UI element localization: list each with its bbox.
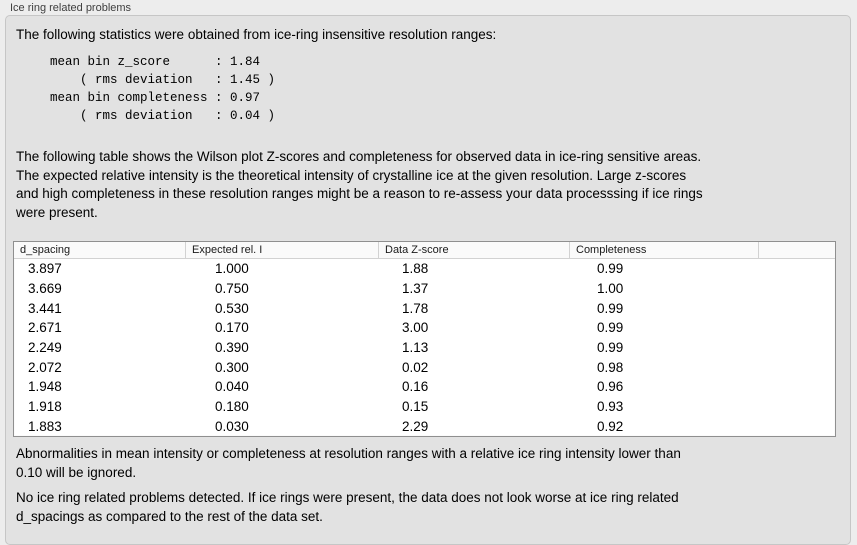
table-cell: 2.072 [28,359,62,375]
table-cell [758,417,835,437]
table-cell: 0.170 [215,320,249,336]
table-cell: 3.669 [28,281,62,297]
table-row[interactable]: 3.897 1.000 1.88 0.99 [14,259,835,279]
table-cell: 0.390 [215,340,249,356]
table-row[interactable]: 1.918 0.180 0.15 0.93 [14,397,835,417]
table-cell [758,397,835,417]
table-cell: 0.15 [402,399,429,415]
table-row[interactable]: 2.249 0.390 1.13 0.99 [14,338,835,358]
table-cell: 0.030 [215,418,249,434]
table-cell: 1.13 [402,340,429,356]
table-cell: 1.918 [28,399,62,415]
table-cell [758,377,835,397]
table-cell: 0.99 [597,300,624,316]
table-cell: 0.96 [597,379,624,395]
table-cell [758,279,835,299]
column-header-d-spacing[interactable]: d_spacing [14,242,185,259]
table-cell: 1.883 [28,418,62,434]
table-cell: 1.948 [28,379,62,395]
table-cell: 0.99 [597,261,624,277]
table-cell [758,298,835,318]
column-header-completeness[interactable]: Completeness [569,242,758,259]
table-row[interactable]: 3.441 0.530 1.78 0.99 [14,298,835,318]
table-cell [758,338,835,358]
table-cell: 0.98 [597,359,624,375]
table-cell: 0.02 [402,359,429,375]
table-cell: 1.00 [597,281,624,297]
table-row[interactable]: 2.072 0.300 0.02 0.98 [14,357,835,377]
table-cell: 2.671 [28,320,62,336]
description-text: The following table shows the Wilson plo… [16,149,703,220]
table-cell: 0.040 [215,379,249,395]
table-cell: 3.441 [28,300,62,316]
stats-block: mean bin z_score : 1.84 ( rms deviation … [50,55,276,123]
table-row[interactable]: 3.669 0.750 1.37 1.00 [14,279,835,299]
table-cell: 0.750 [215,281,249,297]
table-cell: 2.29 [402,418,429,434]
table-cell [758,318,835,338]
ice-ring-table: d_spacing Expected rel. I Data Z-score Comp… [13,241,836,438]
table-cell [758,357,835,377]
table-cell: 0.180 [215,399,249,415]
table-header-row: d_spacing Expected rel. I Data Z-score Comp… [14,242,835,259]
table-cell: 1.000 [215,261,249,277]
table-row[interactable]: 2.671 0.170 3.00 0.99 [14,318,835,338]
conclusion-text: No ice ring related problems detected. I… [16,490,679,524]
table-cell: 0.99 [597,320,624,336]
column-header-expected-rel-i[interactable]: Expected rel. I [185,242,378,259]
intro-text: The following statistics were obtained f… [16,27,497,42]
column-header-data-z-score[interactable]: Data Z-score [378,242,569,259]
table-cell [758,259,835,279]
table-cell: 0.99 [597,340,624,356]
table-cell: 0.92 [597,418,624,434]
table-cell: 0.300 [215,359,249,375]
footnote-text: Abnormalities in mean intensity or compl… [16,446,681,480]
table-body: 3.897 1.000 1.88 0.99 3.669 0.750 1.37 1.00 3.44… [14,259,835,436]
table-row[interactable]: 1.948 0.040 0.16 0.96 [14,377,835,397]
table-cell: 3.00 [402,320,429,336]
table-cell: 3.897 [28,261,62,277]
table-row[interactable]: 1.883 0.030 2.29 0.92 [14,417,835,437]
table-cell: 1.37 [402,281,429,297]
panel-title: Ice ring related problems [10,2,132,14]
table-cell: 0.16 [402,379,429,395]
table-cell: 0.93 [597,399,624,415]
ice-ring-groupbox: The following statistics were obtained f… [5,15,851,545]
table-cell: 1.78 [402,300,429,316]
column-header-filler[interactable] [758,242,835,259]
table-cell: 1.88 [402,261,429,277]
ice-ring-table-container: d_spacing Expected rel. I Data Z-score Comp… [13,241,836,438]
table-cell: 0.530 [215,300,249,316]
table-cell: 2.249 [28,340,62,356]
